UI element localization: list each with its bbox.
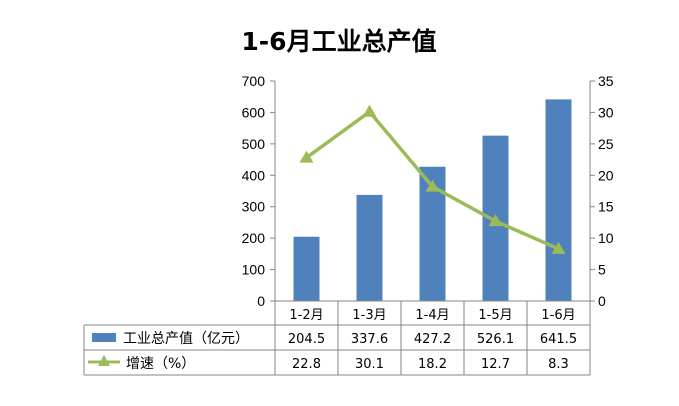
table-cell: 12.7 xyxy=(481,357,510,372)
category-label: 1-5月 xyxy=(478,308,512,323)
line-point-marker xyxy=(551,241,566,254)
bar xyxy=(356,194,383,301)
left-axis-tick-label: 600 xyxy=(242,104,266,120)
left-axis-tick-label: 400 xyxy=(242,167,266,183)
right-axis-tick-label: 30 xyxy=(598,104,614,120)
line-series xyxy=(299,104,566,254)
bar xyxy=(293,236,320,301)
table-cell: 427.2 xyxy=(414,332,451,347)
table-cell: 204.5 xyxy=(288,332,325,347)
table-cell: 30.1 xyxy=(355,357,384,372)
left-axis-tick-label: 500 xyxy=(242,136,266,152)
right-axis-tick-label: 15 xyxy=(598,199,614,215)
category-label: 1-6月 xyxy=(541,308,575,323)
table-cell: 22.8 xyxy=(292,357,321,372)
table-cell: 337.6 xyxy=(351,332,388,347)
right-axis-tick-label: 0 xyxy=(598,293,606,309)
right-axis-tick-label: 25 xyxy=(598,136,614,152)
table-cell: 526.1 xyxy=(477,332,514,347)
left-axis-tick-label: 0 xyxy=(257,293,265,309)
category-label: 1-2月 xyxy=(289,308,323,323)
table-cell: 8.3 xyxy=(548,357,569,372)
axes: 0 100 200 300 400 500 600 700 0 5 10 15 20 25 30 35 xyxy=(242,73,614,309)
left-axis-tick-label: 700 xyxy=(242,73,266,89)
table-cell: 18.2 xyxy=(418,357,447,372)
right-axis-tick-label: 10 xyxy=(598,230,614,246)
chart-title: 1-6月工业总产值 xyxy=(241,27,436,56)
line-point-marker xyxy=(425,179,440,192)
left-axis-tick-label: 200 xyxy=(242,230,266,246)
category-label: 1-4月 xyxy=(415,308,449,323)
left-axis-tick-label: 300 xyxy=(242,199,266,215)
legend-label-output: 工业总产值（亿元） xyxy=(123,331,249,347)
line-point-marker xyxy=(299,150,314,163)
right-axis-tick-label: 20 xyxy=(598,167,614,183)
category-label: 1-3月 xyxy=(352,308,386,323)
legend-line-marker xyxy=(98,355,110,366)
bar xyxy=(545,99,572,301)
legend-label-growth: 增速（%） xyxy=(126,356,195,372)
left-axis-tick-label: 100 xyxy=(242,262,266,278)
table-cell: 641.5 xyxy=(540,332,577,347)
line-point-marker xyxy=(488,214,503,227)
line-point-marker xyxy=(362,104,377,117)
data-table: 1-2月 1-3月 1-4月 1-5月 1-6月 204.5 337.6 427.2 526.1… xyxy=(83,300,591,376)
legend-bar-swatch xyxy=(92,333,116,342)
right-axis-tick-label: 5 xyxy=(598,262,606,278)
right-axis-tick-label: 35 xyxy=(598,73,614,89)
bar-series xyxy=(293,99,572,301)
